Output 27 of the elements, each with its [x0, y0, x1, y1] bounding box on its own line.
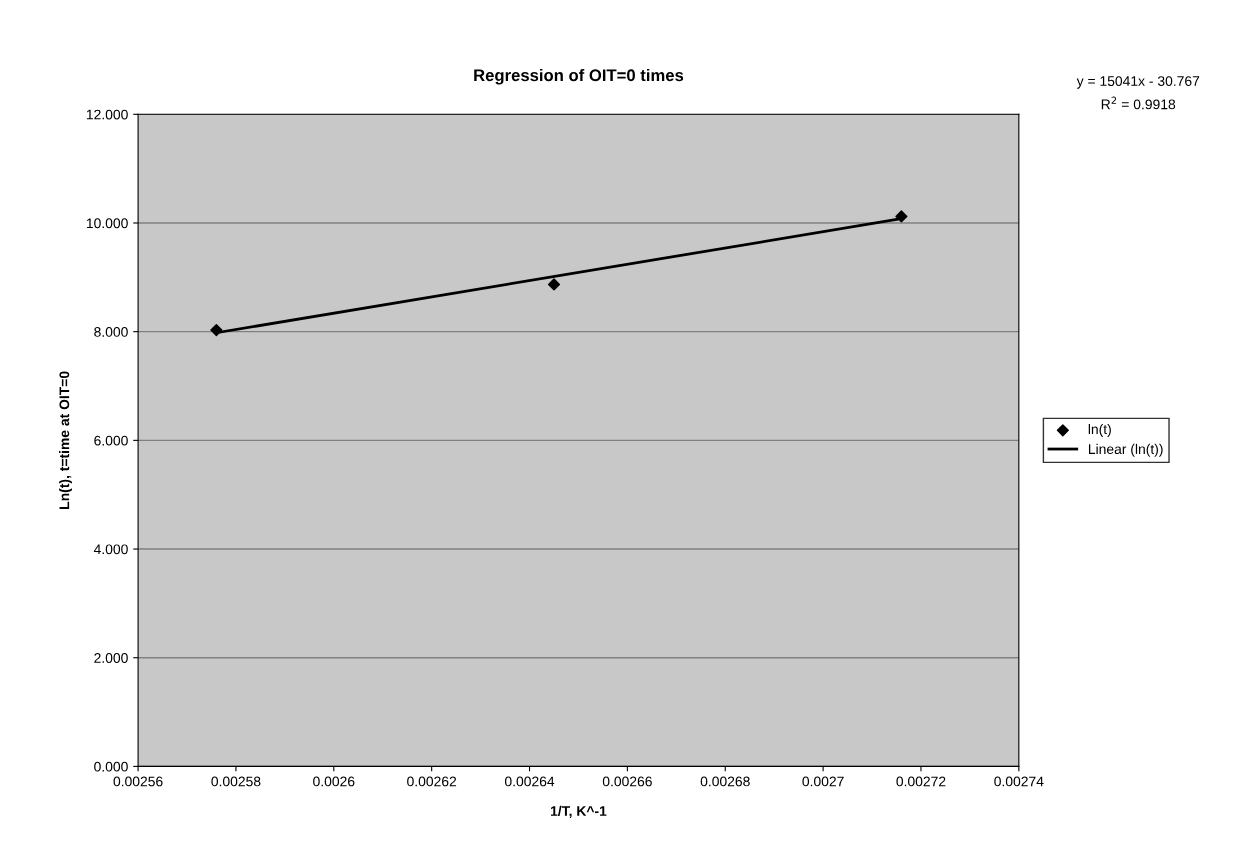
- y-tick-label: 12.000: [86, 109, 128, 120]
- x-tick-label: 0.00258: [211, 776, 261, 787]
- y-axis-title: Ln(t), t=time at OIT=0: [59, 371, 72, 509]
- x-tick-label: 0.00272: [896, 776, 946, 787]
- y-tick-label: 8.000: [94, 327, 128, 337]
- x-tick-label: 0.00256: [113, 776, 163, 787]
- x-tick-label: 0.00264: [504, 776, 555, 787]
- x-tick-label: 0.0027: [802, 776, 844, 787]
- point: [895, 210, 908, 223]
- legend-label: Linear (ln(t)): [1088, 443, 1163, 457]
- x-tick-label: 0.00262: [407, 776, 457, 787]
- x-tick-label: 0.00274: [994, 776, 1044, 787]
- y-tick-label: 2.000: [94, 653, 128, 663]
- x-tick-label: 0.00268: [700, 776, 750, 787]
- y-tick-label: 0.000: [94, 761, 128, 772]
- x-axis-title: 1/T, K^-1: [550, 805, 607, 818]
- x-tick-label: 0.0026: [313, 776, 355, 787]
- y-tick-label: 4.000: [93, 544, 128, 555]
- text: R$^{2}$ = 0.9918: [1101, 96, 1176, 110]
- point: [210, 323, 223, 337]
- y-tick-label: 10.000: [86, 218, 128, 229]
- chart-title: Regression of OIT=0 times: [474, 68, 684, 85]
- y-tick-label: 6.000: [94, 435, 128, 446]
- point: [547, 278, 561, 291]
- text: y = 15041x - 30.767: [1076, 76, 1200, 89]
- x-tick-label: 0.00266: [602, 776, 652, 787]
- legend-label: ln(t): [1088, 423, 1111, 437]
